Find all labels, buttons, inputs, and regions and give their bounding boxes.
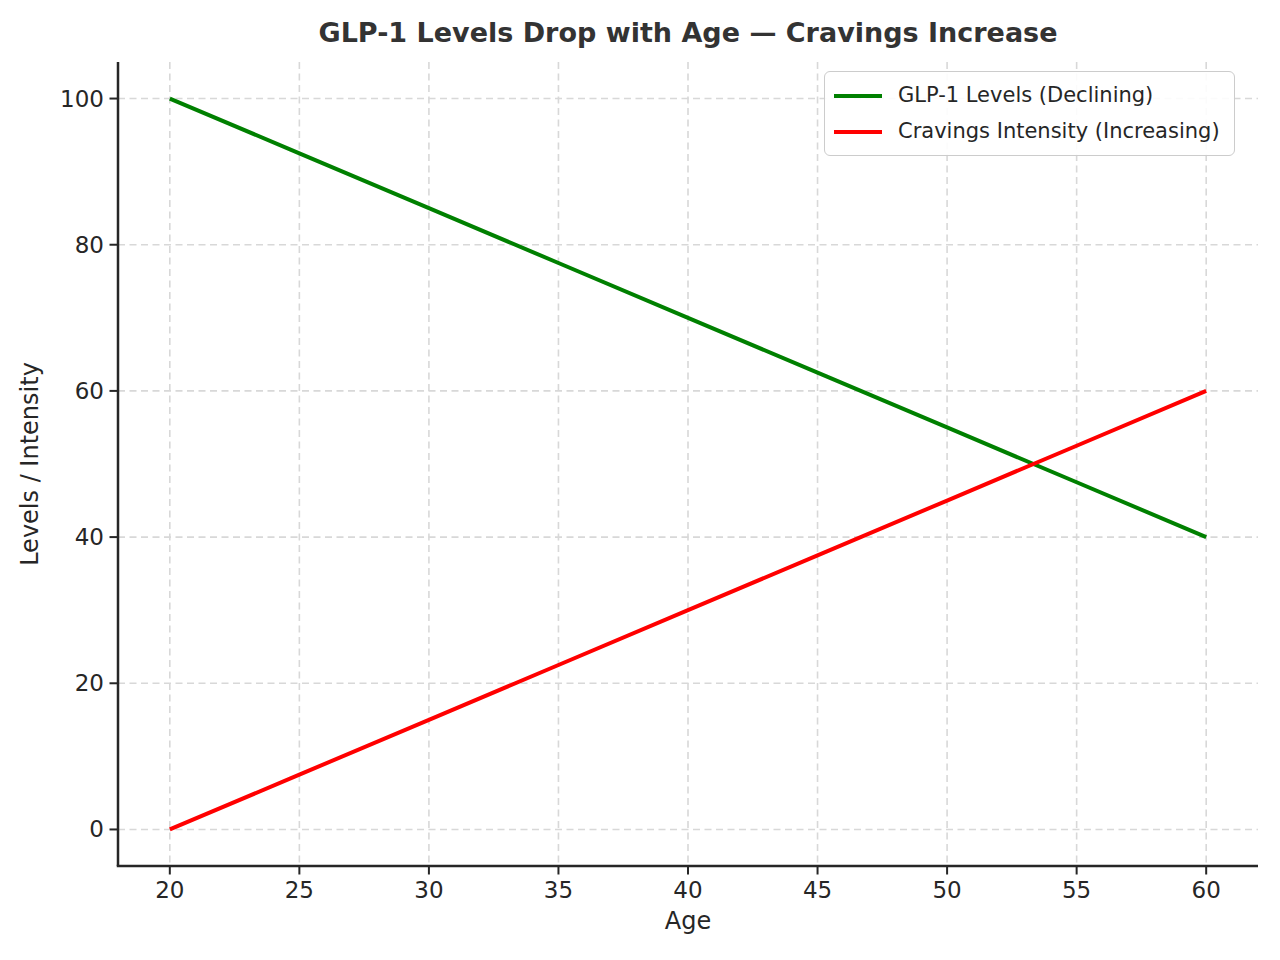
grid-layer: [118, 62, 1258, 866]
legend-swatch-red-line-icon: [834, 130, 882, 134]
x-axis-label: Age: [665, 907, 711, 935]
tick-label-layer: 20 25 30 35 40 45 50 55 60 0 20 40 60 80 100: [60, 86, 1221, 903]
y-axis-label: Levels / Intensity: [16, 362, 44, 566]
y-tick-label-40: 40: [75, 524, 104, 550]
y-tick-label-60: 60: [75, 378, 104, 404]
figure: 20 25 30 35 40 45 50 55 60 0 20 40 60 80 100 GLP-1 Lev…: [0, 0, 1280, 960]
y-tick-label-100: 100: [60, 86, 104, 112]
y-tick-label-20: 20: [75, 670, 104, 696]
legend: GLP-1 Levels (Declining) Cravings Intens…: [824, 71, 1235, 156]
axes-layer: [110, 62, 1259, 875]
x-tick-label-55: 55: [1062, 877, 1091, 903]
legend-label-glp1: GLP-1 Levels (Declining): [898, 85, 1153, 106]
x-tick-label-45: 45: [803, 877, 832, 903]
legend-swatch-green-line-icon: [834, 94, 882, 98]
x-tick-label-20: 20: [155, 877, 184, 903]
legend-entry-cravings: Cravings Intensity (Increasing): [834, 117, 1220, 146]
x-tick-label-30: 30: [414, 877, 443, 903]
y-tick-label-0: 0: [89, 816, 104, 842]
chart-title: GLP-1 Levels Drop with Age — Cravings In…: [318, 17, 1057, 48]
x-tick-label-25: 25: [285, 877, 314, 903]
y-tick-label-80: 80: [75, 232, 104, 258]
legend-entry-glp1: GLP-1 Levels (Declining): [834, 81, 1220, 110]
legend-label-cravings: Cravings Intensity (Increasing): [898, 121, 1220, 142]
x-tick-label-60: 60: [1192, 877, 1221, 903]
x-tick-label-40: 40: [673, 877, 702, 903]
x-tick-label-35: 35: [544, 877, 573, 903]
x-tick-label-50: 50: [932, 877, 961, 903]
